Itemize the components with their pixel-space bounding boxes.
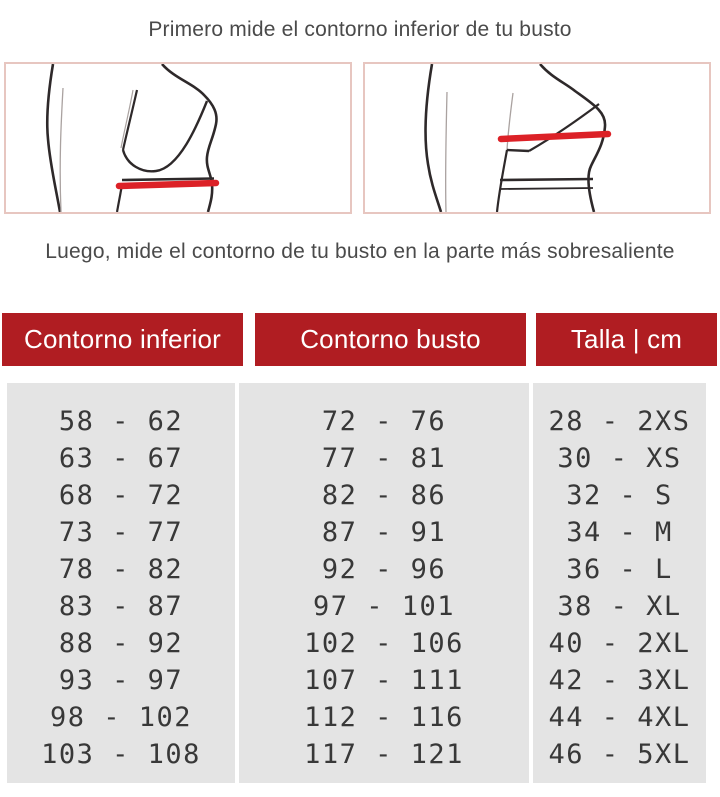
instruction-step1: Primero mide el contorno inferior de tu …: [148, 18, 572, 41]
bra-band-lower-line: [499, 187, 594, 190]
bust-measurement-illustration: [424, 64, 612, 212]
back-inner-line: [444, 91, 448, 212]
back-contour-line: [424, 64, 443, 212]
bra-cup-line: [528, 103, 600, 152]
bust-range-cell: 92 - 96: [321, 554, 447, 585]
bust-range-cell: 97 - 101: [312, 591, 456, 622]
underbust-range-cell: 78 - 82: [58, 554, 184, 585]
size-cell: 36 - L: [566, 554, 673, 585]
underbust-range-cell: 93 - 97: [58, 665, 184, 696]
measurement-figures: [4, 62, 720, 214]
underbust-range-cell: 63 - 67: [58, 443, 184, 474]
bust-contour-line: [161, 64, 218, 212]
underbust-range-cell: 98 - 102: [49, 702, 193, 733]
header-contorno-busto: Contorno busto: [255, 313, 526, 366]
bust-measuring-tape-line: [497, 130, 612, 143]
bra-band-line: [121, 177, 215, 182]
underbust-measurement-figure: [4, 62, 352, 214]
bust-range-cell: 72 - 76: [321, 406, 447, 437]
bust-range-cell: 87 - 91: [321, 517, 447, 548]
size-cell: 32 - S: [566, 480, 673, 511]
back-inner-line: [59, 87, 64, 212]
underbust-measuring-tape-line: [115, 179, 220, 190]
column-contorno-inferior: 58 - 62 63 - 67 68 - 72 73 - 77 78 - 82 …: [7, 383, 235, 783]
cup-corner-line: [506, 148, 530, 153]
size-table-header-row: Contorno inferior Contorno busto Talla |…: [0, 313, 720, 366]
bust-range-cell: 102 - 106: [304, 628, 464, 659]
column-contorno-busto: 72 - 76 77 - 81 82 - 86 87 - 91 92 - 96 …: [239, 383, 529, 783]
underbust-measurement-illustration: [45, 64, 220, 212]
underbust-range-cell: 58 - 62: [58, 406, 184, 437]
size-cell: 46 - 5XL: [548, 739, 691, 770]
underbust-range-cell: 73 - 77: [58, 517, 184, 548]
size-cell: 38 - XL: [557, 591, 682, 622]
strap-inner-line: [506, 92, 514, 151]
bra-cup-line: [121, 100, 209, 173]
bust-range-cell: 82 - 86: [321, 480, 447, 511]
size-cell: 42 - 3XL: [548, 665, 691, 696]
size-cell: 28 - 2XS: [548, 406, 691, 437]
header-talla-cm: Talla | cm: [536, 313, 717, 366]
torso-front-line: [115, 184, 124, 212]
size-cell: 34 - M: [566, 517, 673, 548]
size-cell: 40 - 2XL: [548, 628, 691, 659]
column-talla: 28 - 2XS 30 - XS 32 - S 34 - M 36 - L 38…: [533, 383, 706, 783]
size-cell: 30 - XS: [557, 443, 682, 474]
bra-band-upper-line: [499, 177, 594, 182]
torso-front-line: [495, 149, 509, 212]
bust-contour-line: [539, 64, 607, 212]
underbust-range-cell: 68 - 72: [58, 480, 184, 511]
size-table-body: 58 - 62 63 - 67 68 - 72 73 - 77 78 - 82 …: [0, 383, 720, 783]
bust-range-cell: 117 - 121: [304, 739, 464, 770]
underbust-range-cell: 88 - 92: [58, 628, 184, 659]
back-contour-line: [45, 64, 62, 212]
strap-line: [121, 89, 139, 151]
header-contorno-inferior: Contorno inferior: [2, 313, 243, 366]
size-cell: 44 - 4XL: [548, 702, 691, 733]
bust-measurement-figure: [363, 62, 711, 214]
instruction-step2: Luego, mide el contorno de tu busto en l…: [45, 240, 675, 263]
bust-range-cell: 77 - 81: [321, 443, 447, 474]
bust-range-cell: 107 - 111: [304, 665, 464, 696]
strap-inner-line: [120, 89, 134, 149]
underbust-range-cell: 103 - 108: [41, 739, 201, 770]
bust-range-cell: 112 - 116: [304, 702, 464, 733]
underbust-range-cell: 83 - 87: [58, 591, 184, 622]
